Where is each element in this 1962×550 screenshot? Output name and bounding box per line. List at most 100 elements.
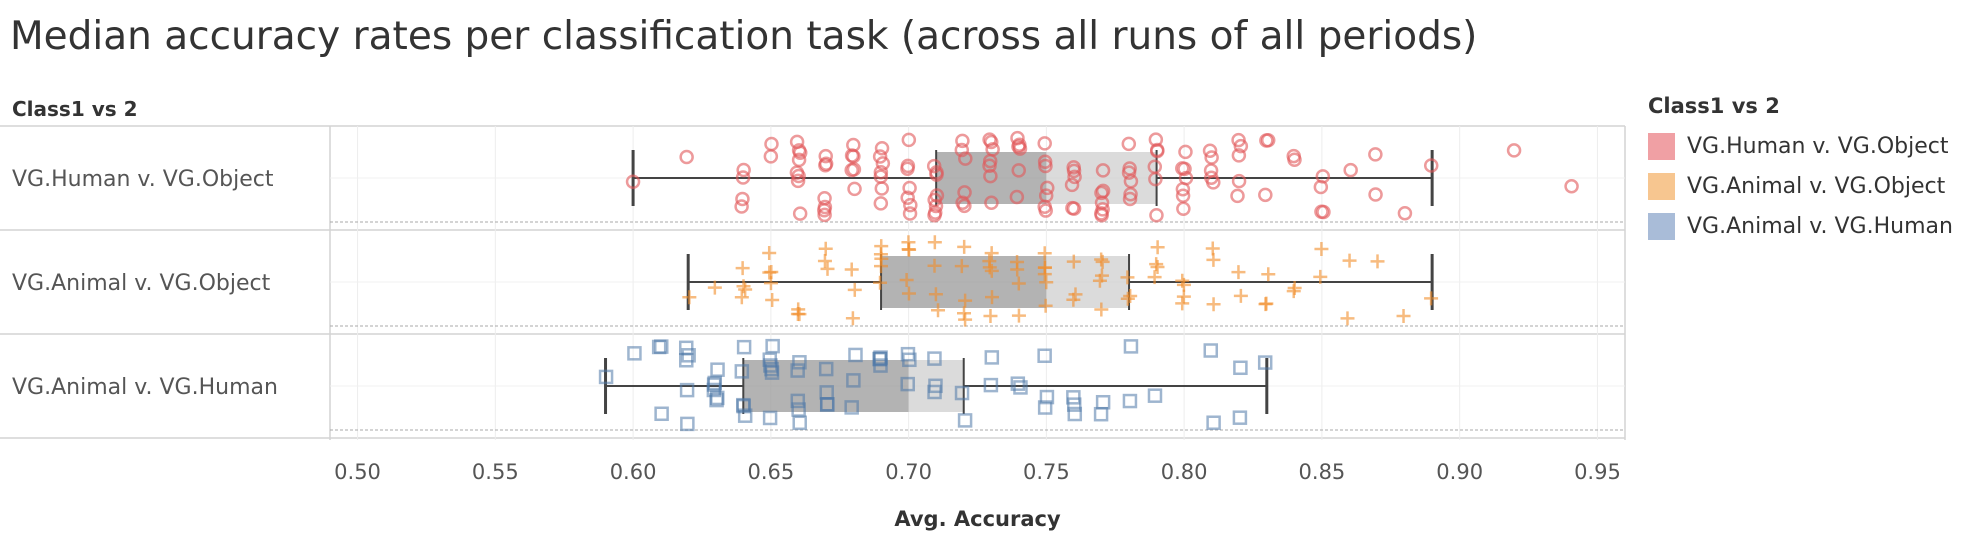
x-tick-label: 0.80 xyxy=(1161,460,1208,484)
data-point xyxy=(1122,393,1138,409)
data-point xyxy=(734,199,749,214)
data-point xyxy=(1176,201,1191,217)
data-point xyxy=(1093,406,1109,422)
data-point xyxy=(1286,148,1301,164)
data-point xyxy=(817,207,832,223)
data-point xyxy=(844,400,859,415)
data-point xyxy=(847,181,862,197)
row-label: VG.Human v. VG.Object xyxy=(12,167,274,192)
data-point xyxy=(1340,311,1355,326)
legend-item-human-object[interactable]: VG.Human v. VG.Object xyxy=(1648,126,1953,166)
data-point xyxy=(900,376,915,392)
data-point xyxy=(817,199,833,215)
data-point xyxy=(1009,189,1025,205)
data-point xyxy=(1148,171,1163,187)
data-point xyxy=(679,382,695,398)
data-point xyxy=(1206,415,1221,430)
data-point xyxy=(681,348,696,363)
data-point xyxy=(1202,143,1218,158)
data-point xyxy=(654,406,669,422)
data-point xyxy=(874,251,889,266)
data-point xyxy=(792,355,807,370)
data-point xyxy=(1037,267,1052,282)
legend-item-animal-object[interactable]: VG.Animal v. VG.Object xyxy=(1648,166,1953,206)
data-point xyxy=(902,352,917,368)
data-point xyxy=(790,363,805,378)
data-point xyxy=(1175,296,1190,311)
data-point xyxy=(983,377,999,393)
data-point xyxy=(844,162,859,178)
data-point xyxy=(1176,289,1191,304)
data-point xyxy=(900,161,915,176)
x-tick-label: 0.95 xyxy=(1574,460,1621,484)
data-point xyxy=(1206,252,1221,267)
data-point xyxy=(1013,380,1028,395)
data-point xyxy=(1231,173,1247,189)
data-point xyxy=(984,246,999,261)
data-point xyxy=(955,133,970,149)
data-point xyxy=(734,364,750,379)
data-point xyxy=(1343,162,1358,178)
data-point xyxy=(957,413,973,428)
data-point xyxy=(818,241,833,256)
data-point xyxy=(927,351,942,366)
data-point xyxy=(818,158,833,173)
data-point xyxy=(710,390,725,406)
data-point xyxy=(927,208,942,223)
data-point xyxy=(735,170,751,185)
data-point xyxy=(1314,242,1329,257)
data-point xyxy=(1064,177,1080,193)
data-point xyxy=(928,198,944,214)
data-point xyxy=(736,162,751,178)
data-point xyxy=(1424,291,1439,306)
data-point xyxy=(818,148,833,164)
data-point xyxy=(1506,143,1522,158)
data-point xyxy=(735,261,750,276)
x-tick-label: 0.55 xyxy=(472,460,519,484)
data-point xyxy=(1120,270,1135,285)
data-point xyxy=(762,410,778,426)
data-point xyxy=(1067,169,1082,185)
data-point xyxy=(872,351,887,367)
data-point xyxy=(792,145,808,161)
data-point xyxy=(1039,275,1054,290)
legend-label: VG.Animal v. VG.Human xyxy=(1687,213,1953,239)
data-point xyxy=(680,416,695,432)
data-point xyxy=(1067,406,1083,422)
data-point xyxy=(899,273,914,287)
data-point xyxy=(737,408,753,423)
data-point xyxy=(957,239,972,254)
data-point xyxy=(874,181,890,196)
data-point xyxy=(847,282,862,297)
x-tick-label: 0.65 xyxy=(747,460,794,484)
data-point xyxy=(1150,240,1165,255)
data-point xyxy=(1011,139,1026,154)
data-point xyxy=(1258,297,1273,312)
data-point xyxy=(957,185,972,200)
x-tick-label: 0.60 xyxy=(610,460,657,484)
data-point xyxy=(1011,308,1026,323)
data-point xyxy=(598,369,614,385)
legend-item-animal-human[interactable]: VG.Animal v. VG.Human xyxy=(1648,206,1953,246)
data-point xyxy=(1203,343,1219,358)
data-point xyxy=(1231,265,1246,280)
data-point xyxy=(983,168,998,184)
data-point xyxy=(1094,185,1109,201)
data-point xyxy=(954,385,970,401)
data-point xyxy=(1368,147,1383,162)
data-point xyxy=(1094,195,1110,210)
data-point xyxy=(1039,389,1055,405)
data-point xyxy=(1121,136,1137,152)
row-label: VG.Animal v. VG.Object xyxy=(12,271,271,296)
data-point xyxy=(707,280,722,295)
data-point xyxy=(764,136,779,152)
data-point xyxy=(1120,291,1135,306)
data-point xyxy=(1066,254,1081,269)
data-point xyxy=(1094,302,1109,317)
x-tick-label: 0.50 xyxy=(334,460,381,484)
data-point xyxy=(1147,270,1162,285)
data-point xyxy=(872,149,888,164)
data-point xyxy=(982,153,998,169)
data-point xyxy=(846,137,861,153)
